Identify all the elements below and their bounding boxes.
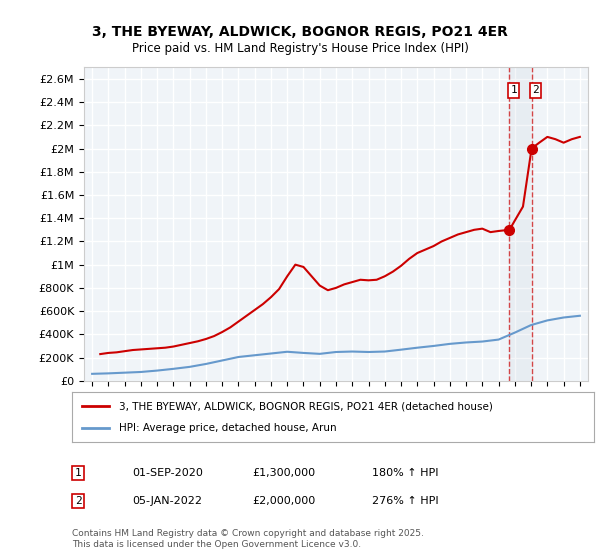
Text: 01-SEP-2020: 01-SEP-2020 bbox=[132, 468, 203, 478]
Text: 3, THE BYEWAY, ALDWICK, BOGNOR REGIS, PO21 4ER (detached house): 3, THE BYEWAY, ALDWICK, BOGNOR REGIS, PO… bbox=[119, 401, 493, 411]
Text: HPI: Average price, detached house, Arun: HPI: Average price, detached house, Arun bbox=[119, 423, 337, 433]
Text: £2,000,000: £2,000,000 bbox=[252, 496, 315, 506]
Text: £1,300,000: £1,300,000 bbox=[252, 468, 315, 478]
Text: 276% ↑ HPI: 276% ↑ HPI bbox=[372, 496, 439, 506]
Text: 1: 1 bbox=[510, 86, 517, 95]
Text: 180% ↑ HPI: 180% ↑ HPI bbox=[372, 468, 439, 478]
Text: 05-JAN-2022: 05-JAN-2022 bbox=[132, 496, 202, 506]
Text: Price paid vs. HM Land Registry's House Price Index (HPI): Price paid vs. HM Land Registry's House … bbox=[131, 42, 469, 55]
Text: 2: 2 bbox=[74, 496, 82, 506]
Text: 1: 1 bbox=[74, 468, 82, 478]
Text: 2: 2 bbox=[532, 86, 539, 95]
Text: 3, THE BYEWAY, ALDWICK, BOGNOR REGIS, PO21 4ER: 3, THE BYEWAY, ALDWICK, BOGNOR REGIS, PO… bbox=[92, 25, 508, 39]
Bar bbox=[509, 67, 532, 381]
Text: Contains HM Land Registry data © Crown copyright and database right 2025.
This d: Contains HM Land Registry data © Crown c… bbox=[72, 529, 424, 549]
